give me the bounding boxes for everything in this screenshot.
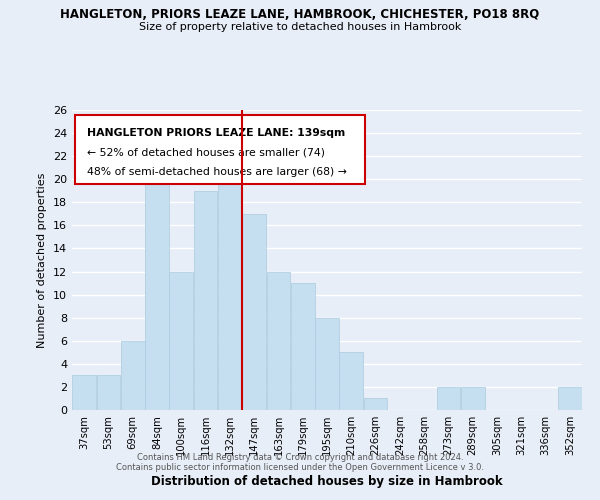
Text: Contains HM Land Registry data © Crown copyright and database right 2024.: Contains HM Land Registry data © Crown c… xyxy=(137,454,463,462)
Text: HANGLETON, PRIORS LEAZE LANE, HAMBROOK, CHICHESTER, PO18 8RQ: HANGLETON, PRIORS LEAZE LANE, HAMBROOK, … xyxy=(61,8,539,20)
Text: Distribution of detached houses by size in Hambrook: Distribution of detached houses by size … xyxy=(151,474,503,488)
Bar xyxy=(218,179,242,410)
Bar xyxy=(340,352,363,410)
Bar xyxy=(169,272,193,410)
Bar xyxy=(558,387,582,410)
Bar xyxy=(72,376,96,410)
Text: ← 52% of detached houses are smaller (74): ← 52% of detached houses are smaller (74… xyxy=(88,148,325,158)
Bar xyxy=(291,283,314,410)
Bar xyxy=(364,398,388,410)
Y-axis label: Number of detached properties: Number of detached properties xyxy=(37,172,47,348)
Bar xyxy=(194,191,217,410)
Text: Contains public sector information licensed under the Open Government Licence v : Contains public sector information licen… xyxy=(116,464,484,472)
Text: Size of property relative to detached houses in Hambrook: Size of property relative to detached ho… xyxy=(139,22,461,32)
Bar xyxy=(97,376,121,410)
Bar xyxy=(461,387,485,410)
Bar xyxy=(121,341,145,410)
Text: HANGLETON PRIORS LEAZE LANE: 139sqm: HANGLETON PRIORS LEAZE LANE: 139sqm xyxy=(88,128,346,138)
Bar xyxy=(437,387,460,410)
Bar xyxy=(242,214,266,410)
Bar xyxy=(266,272,290,410)
Bar xyxy=(315,318,339,410)
Bar xyxy=(145,168,169,410)
FancyBboxPatch shape xyxy=(74,114,365,184)
Text: 48% of semi-detached houses are larger (68) →: 48% of semi-detached houses are larger (… xyxy=(88,167,347,177)
